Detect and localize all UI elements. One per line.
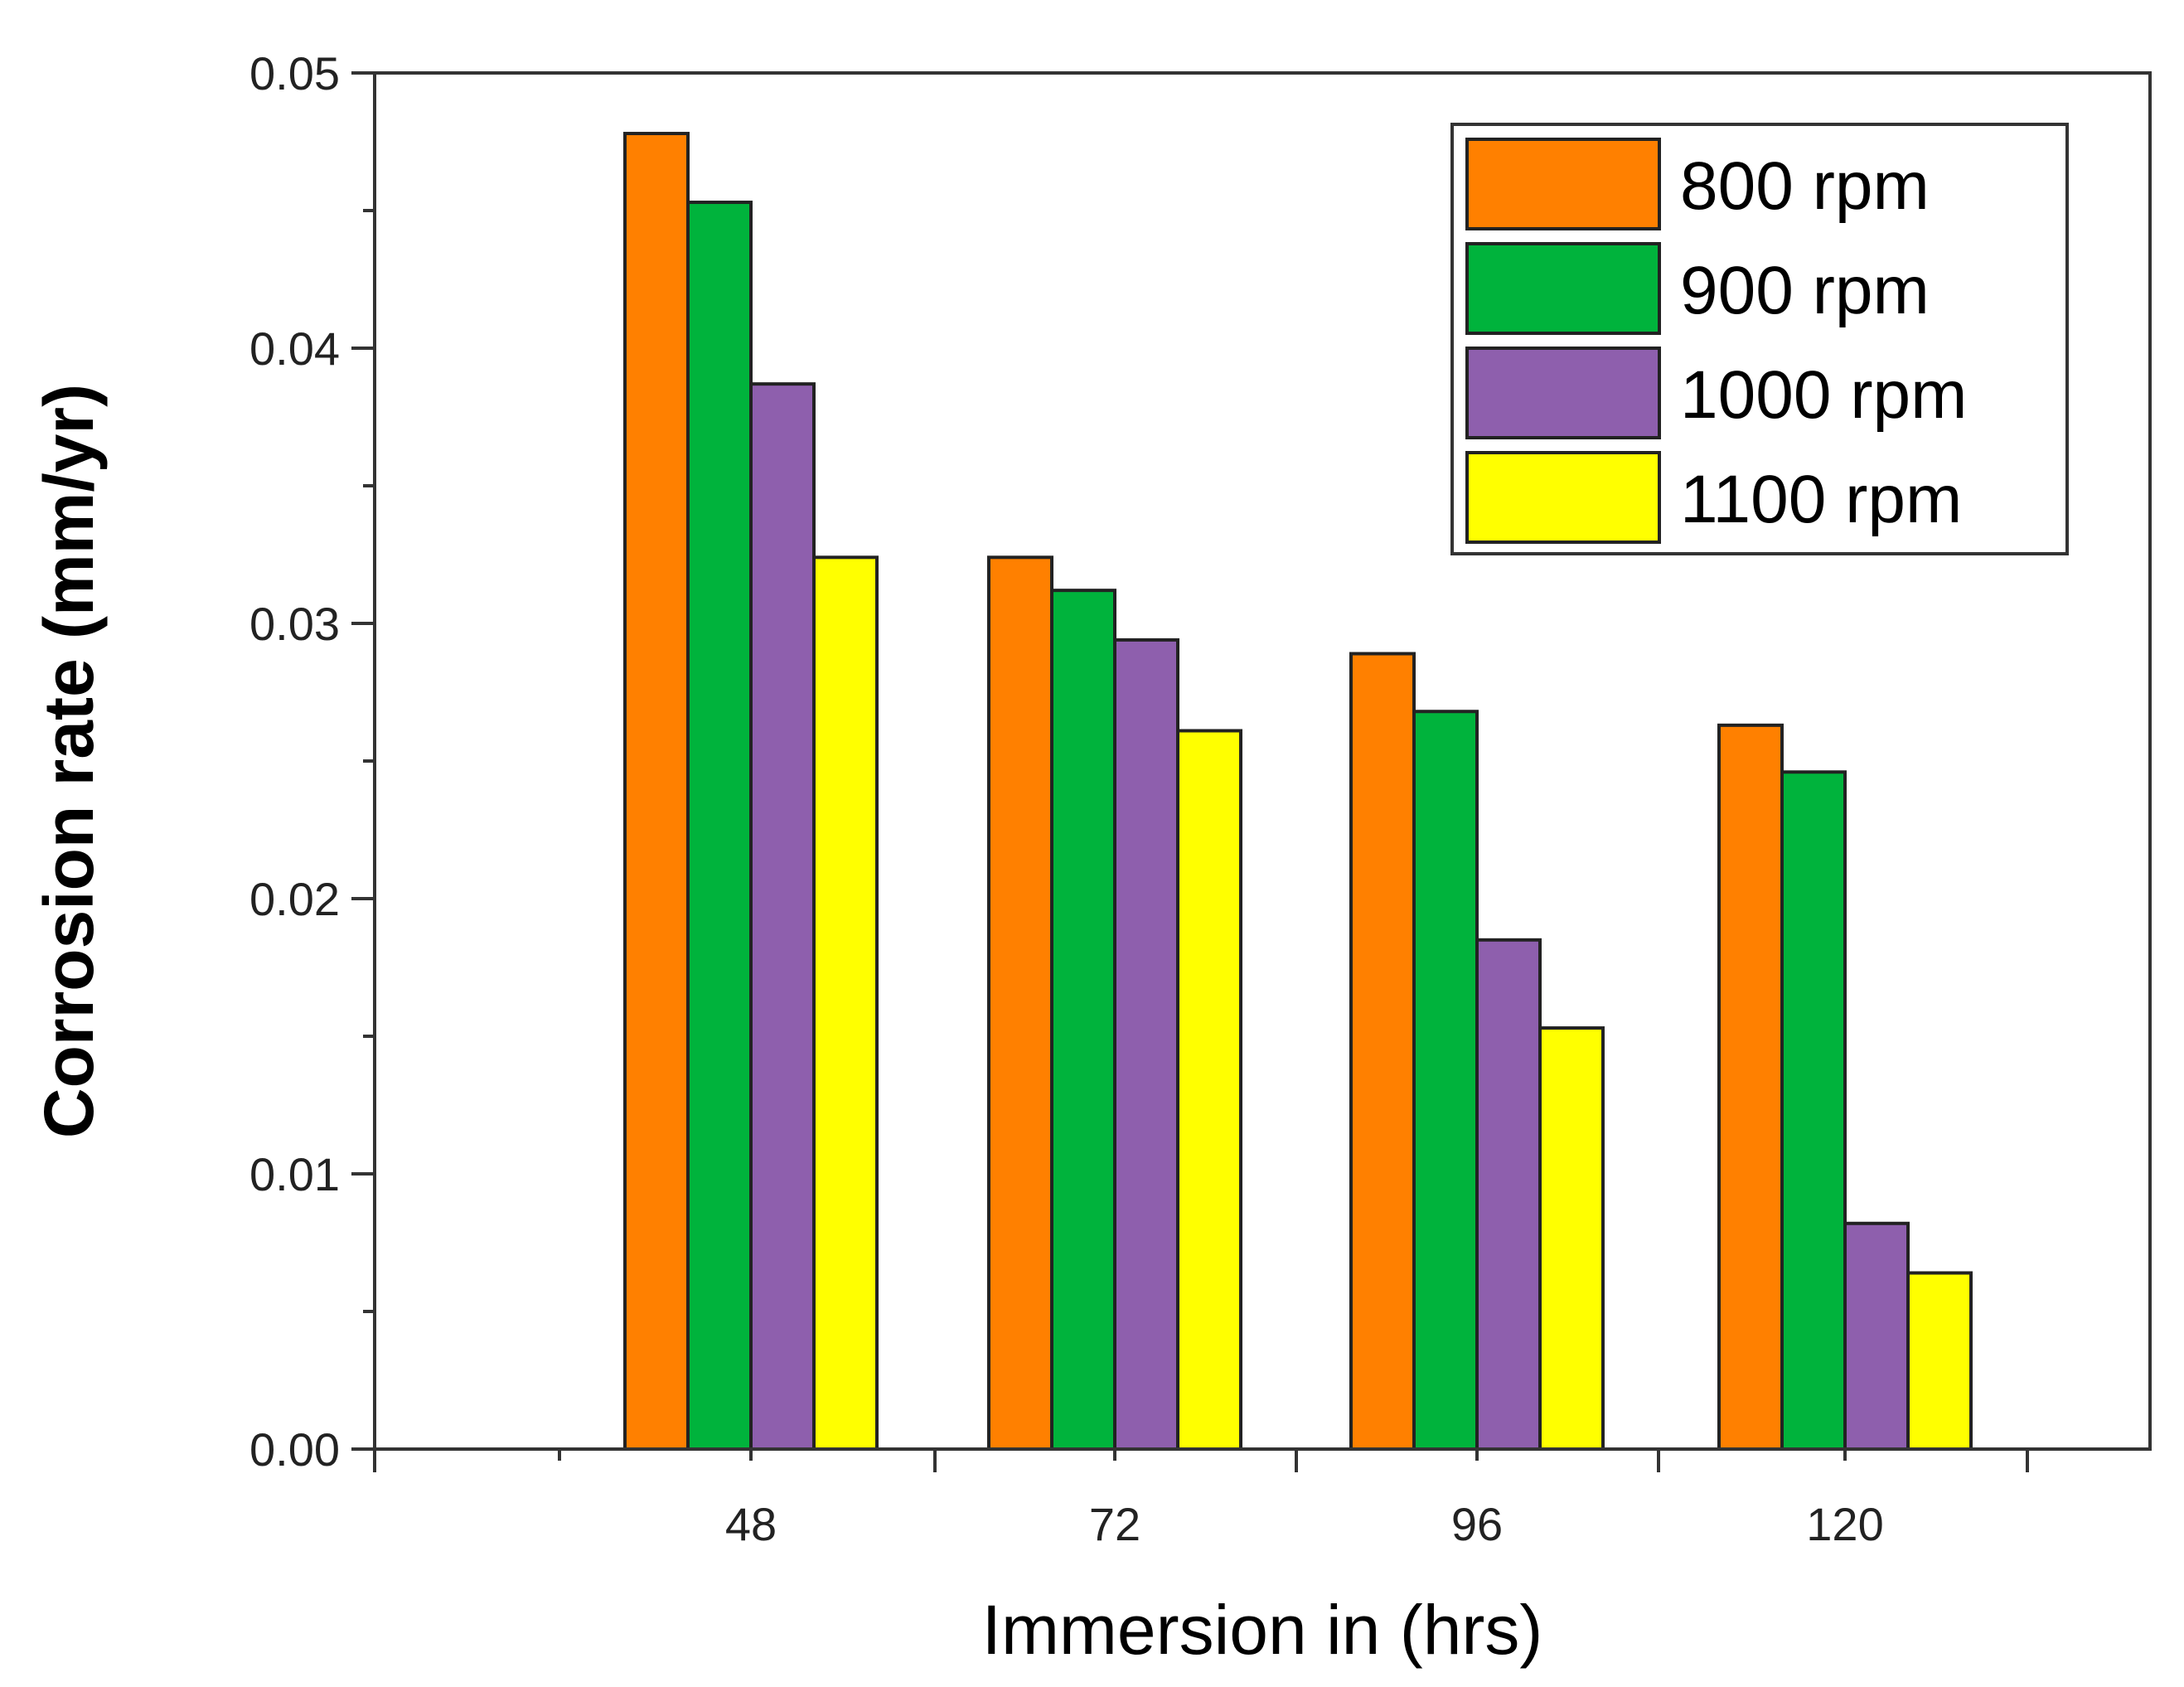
bar-1100-rpm-72 <box>1176 729 1242 1451</box>
bar-800-rpm-120 <box>1717 723 1784 1451</box>
bar-800-rpm-96 <box>1349 652 1416 1451</box>
bar-1100-rpm-96 <box>1538 1026 1605 1452</box>
bar-1000-rpm-120 <box>1843 1221 1910 1451</box>
x-tick-label-48: 48 <box>725 1498 777 1550</box>
legend-label-1100-rpm: 1100 rpm <box>1680 462 1962 537</box>
legend-label-1000-rpm: 1000 rpm <box>1680 357 1967 433</box>
x-tick-label-72: 72 <box>1089 1498 1140 1550</box>
bar-1100-rpm-48 <box>812 555 879 1452</box>
x-tick-label-96: 96 <box>1451 1498 1503 1550</box>
legend-label-800-rpm: 800 rpm <box>1680 148 1930 224</box>
y-tick-label: 0.04 <box>249 322 340 375</box>
legend-swatch-1000-rpm <box>1465 347 1661 439</box>
bar-1000-rpm-96 <box>1475 938 1542 1452</box>
bar-900-rpm-120 <box>1780 770 1847 1451</box>
legend-swatch-900-rpm <box>1465 242 1661 335</box>
y-axis-title: Corrosion rate (mm/yr) <box>30 384 108 1138</box>
bar-1000-rpm-48 <box>749 382 816 1451</box>
bar-1100-rpm-120 <box>1906 1271 1973 1452</box>
bar-1000-rpm-72 <box>1113 637 1179 1451</box>
y-tick-label: 0.01 <box>249 1148 340 1200</box>
legend: 800 rpm 900 rpm 1000 rpm 1100 rpm <box>1450 123 2069 555</box>
bar-900-rpm-96 <box>1412 710 1479 1451</box>
axes: 0.00 0.01 0.02 0.03 0.04 0.05 48 72 96 120 <box>249 47 2152 1550</box>
x-tick-label-120: 120 <box>1806 1498 1883 1550</box>
y-tick-label: 0.03 <box>249 598 340 650</box>
x-axis-title: Immersion in (hrs) <box>982 1591 1543 1669</box>
bar-900-rpm-48 <box>686 201 753 1451</box>
bar-800-rpm-48 <box>623 132 690 1451</box>
y-tick-label: 0.02 <box>249 873 340 925</box>
legend-swatch-1100-rpm <box>1465 451 1661 544</box>
y-tick-label: 0.05 <box>249 47 340 99</box>
bar-800-rpm-72 <box>987 555 1053 1452</box>
legend-swatch-800-rpm <box>1465 138 1661 230</box>
bar-900-rpm-72 <box>1050 589 1116 1451</box>
y-tick-label: 0.00 <box>249 1423 340 1476</box>
legend-label-900-rpm: 900 rpm <box>1680 253 1930 328</box>
bar-group <box>623 132 1973 1452</box>
